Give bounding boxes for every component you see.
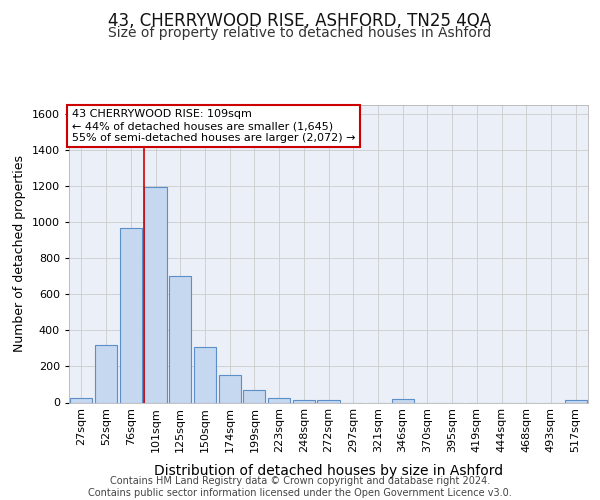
Bar [243, 390, 265, 402]
Text: Size of property relative to detached houses in Ashford: Size of property relative to detached ho… [109, 26, 491, 40]
Bar [293, 400, 315, 402]
Bar [317, 400, 340, 402]
Bar [119, 228, 142, 402]
Text: Contains HM Land Registry data © Crown copyright and database right 2024.
Contai: Contains HM Land Registry data © Crown c… [88, 476, 512, 498]
Bar [95, 345, 117, 403]
Bar [169, 276, 191, 402]
Text: 43 CHERRYWOOD RISE: 109sqm
← 44% of detached houses are smaller (1,645)
55% of s: 43 CHERRYWOOD RISE: 109sqm ← 44% of deta… [71, 110, 355, 142]
Bar [392, 399, 414, 402]
Y-axis label: Number of detached properties: Number of detached properties [13, 155, 26, 352]
Bar [70, 398, 92, 402]
Bar [145, 187, 167, 402]
Bar [268, 398, 290, 402]
Bar [194, 346, 216, 403]
Bar [218, 376, 241, 402]
Text: 43, CHERRYWOOD RISE, ASHFORD, TN25 4QA: 43, CHERRYWOOD RISE, ASHFORD, TN25 4QA [109, 12, 491, 30]
X-axis label: Distribution of detached houses by size in Ashford: Distribution of detached houses by size … [154, 464, 503, 477]
Bar [565, 400, 587, 402]
